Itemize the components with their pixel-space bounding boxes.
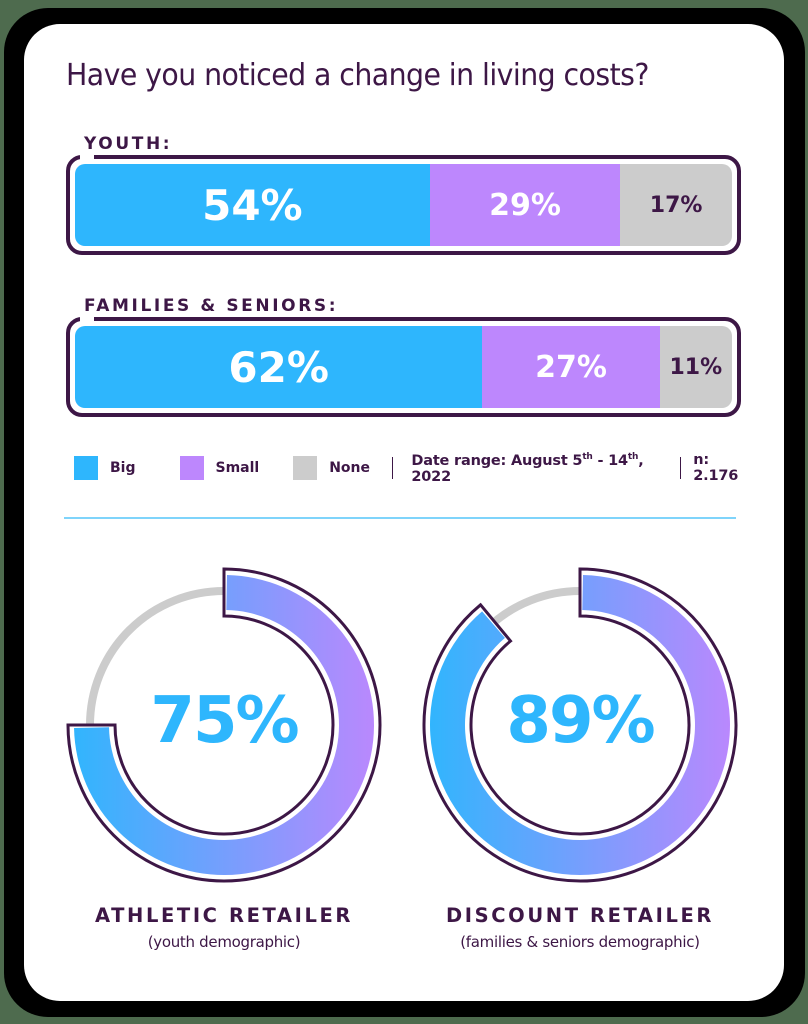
- discount-retailer-value: 89%: [506, 684, 655, 758]
- families-big-segment: 62%: [75, 326, 483, 408]
- youth-small-segment: 29%: [429, 164, 621, 246]
- youth-bar: 54% 29% 17%: [66, 152, 741, 255]
- section-divider: [64, 517, 736, 519]
- athletic-retailer-caption: ATHLETIC RETAILER (youth demographic): [44, 904, 404, 951]
- legend-item-big: Big: [74, 456, 136, 480]
- families-seniors-bar-fill: 62% 27% 11%: [75, 326, 732, 408]
- legend-label-none: None: [329, 460, 371, 476]
- legend-item-small: Small: [179, 456, 260, 480]
- athletic-retailer-value: 75%: [150, 684, 299, 758]
- legend-swatch-big: [74, 456, 98, 480]
- legend-swatch-small: [179, 456, 204, 480]
- legend-separator: [392, 457, 394, 479]
- date-range: Date range: August 5th - 14th, 2022: [411, 451, 644, 485]
- chart-title: Have you noticed a change in living cost…: [66, 58, 649, 93]
- legend: Big Small None Date range: August 5th - …: [74, 452, 754, 485]
- youth-big-segment: 54%: [75, 164, 430, 246]
- meta-separator: [679, 457, 682, 479]
- youth-bar-fill: 54% 29% 17%: [75, 164, 732, 246]
- discount-retailer-title: DISCOUNT RETAILER: [445, 904, 715, 927]
- families-none-segment: 11%: [659, 326, 732, 408]
- legend-label-small: Small: [215, 460, 260, 476]
- legend-label-big: Big: [110, 460, 136, 476]
- youth-label: YOUTH:: [84, 134, 175, 154]
- legend-item-none: None: [293, 456, 370, 480]
- discount-retailer-caption: DISCOUNT RETAILER (families & seniors de…: [400, 904, 760, 951]
- youth-none-segment: 17%: [620, 164, 732, 246]
- legend-swatch-none: [293, 456, 318, 480]
- families-seniors-bar: 62% 27% 11%: [66, 314, 741, 417]
- discount-retailer-subtitle: (families & seniors demographic): [460, 933, 700, 951]
- athletic-retailer-title: ATHLETIC RETAILER: [94, 904, 354, 927]
- athletic-retailer-donut: [66, 567, 382, 883]
- families-seniors-label: FAMILIES & SENIORS:: [84, 296, 341, 316]
- families-small-segment: 27%: [482, 326, 660, 408]
- athletic-retailer-subtitle: (youth demographic): [147, 933, 301, 951]
- discount-retailer-donut: [422, 567, 738, 883]
- sample-size: n: 2.176: [693, 452, 739, 484]
